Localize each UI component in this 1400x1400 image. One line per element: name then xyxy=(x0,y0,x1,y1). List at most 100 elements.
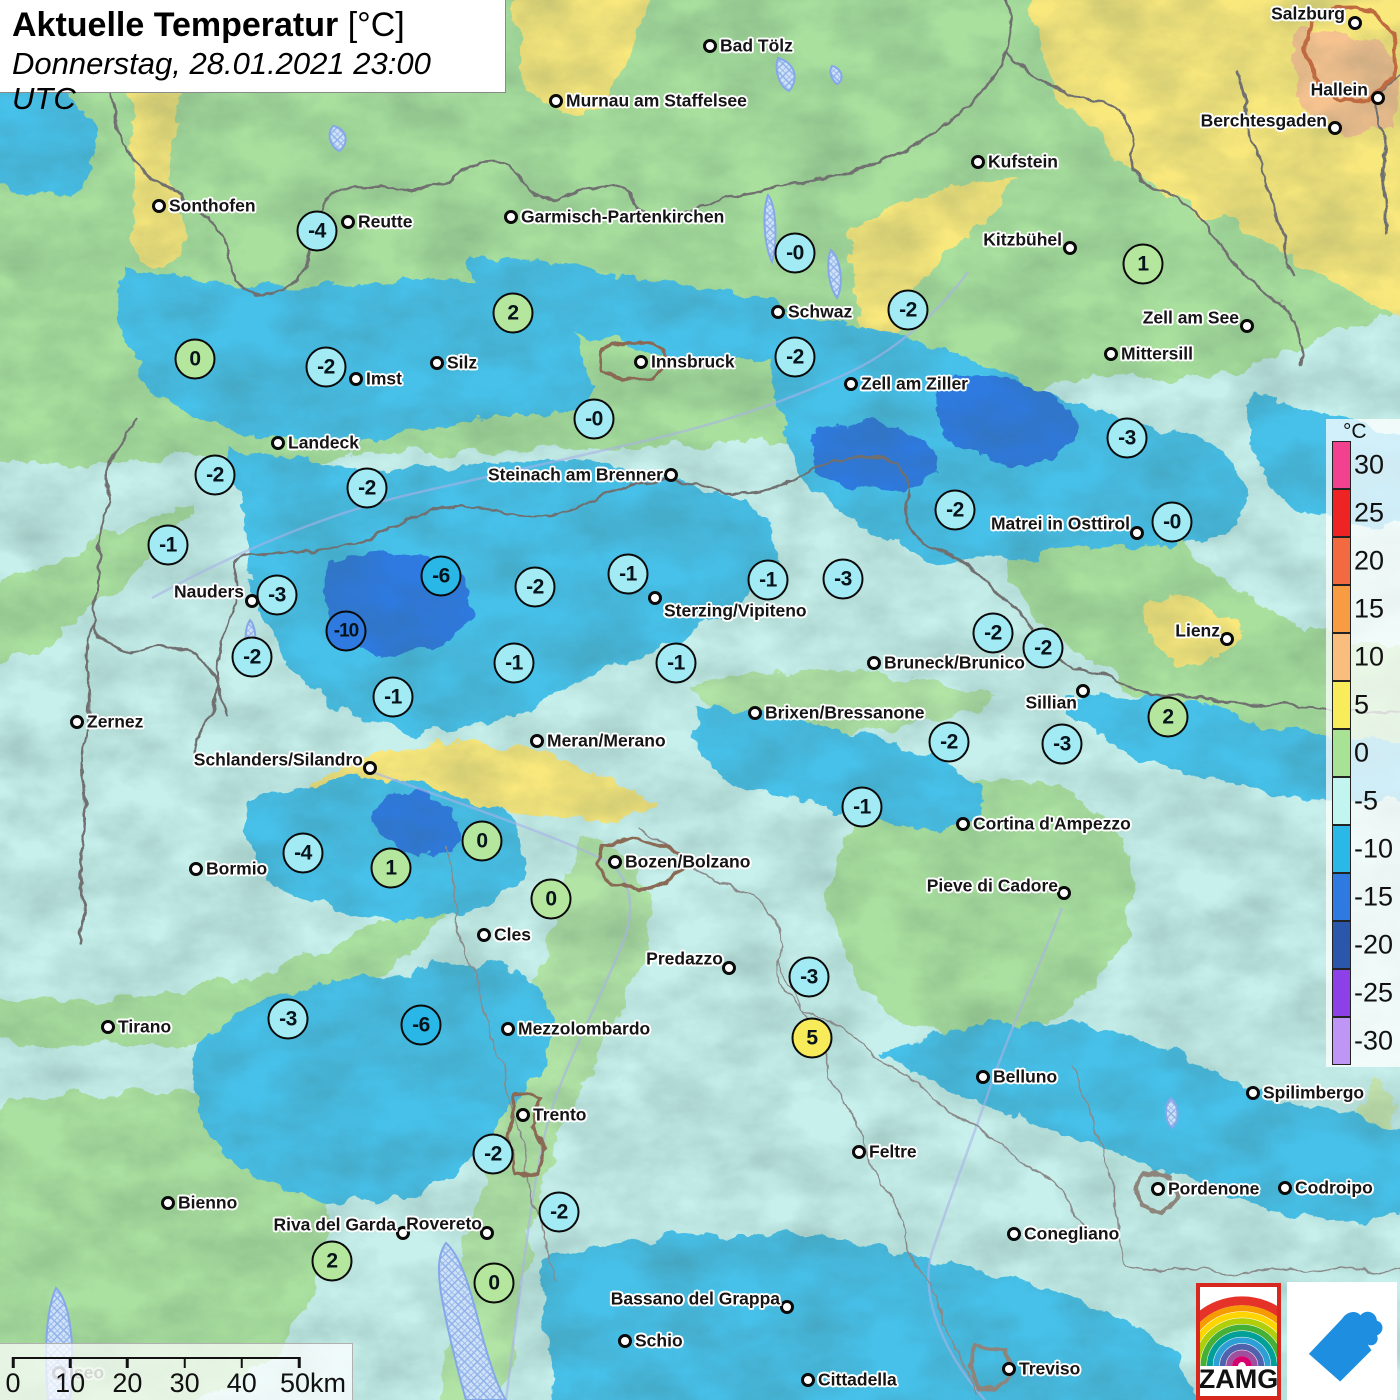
city-marker-matrei-in-osttirol xyxy=(1130,526,1144,540)
station-temp: 2 xyxy=(492,292,534,334)
legend-tick-20: 20 xyxy=(1354,545,1385,576)
city-marker-lienz xyxy=(1220,632,1234,646)
station-temp: -2 xyxy=(928,721,970,763)
city-label-belluno: Belluno xyxy=(993,1066,1058,1087)
city-label-bad-tölz: Bad Tölz xyxy=(720,35,793,56)
city-label-zernez: Zernez xyxy=(87,711,144,732)
station-temp: -2 xyxy=(1022,627,1064,669)
scalebar-tick-30 xyxy=(183,1357,186,1368)
city-label-rovereto: Rovereto xyxy=(406,1213,482,1234)
station-temp: 0 xyxy=(174,338,216,380)
city-label-schwaz: Schwaz xyxy=(788,301,853,322)
city-marker-hallein xyxy=(1371,91,1385,105)
city-marker-bozen-bolzano xyxy=(608,855,622,869)
city-marker-bormio xyxy=(189,862,203,876)
scalebar-tick-0 xyxy=(11,1357,15,1368)
station-temp: -3 xyxy=(256,574,298,616)
mountain-cloud-icon xyxy=(1308,1311,1383,1382)
weather-service-logo xyxy=(1287,1282,1397,1400)
zamg-rainbow-icon xyxy=(1200,1296,1277,1366)
city-marker-belluno xyxy=(976,1070,990,1084)
city-label-mittersill: Mittersill xyxy=(1121,343,1193,364)
city-marker-innsbruck xyxy=(634,355,648,369)
city-marker-zernez xyxy=(70,715,84,729)
legend-segment--5 xyxy=(1332,777,1351,825)
station-temp: -10 xyxy=(325,610,367,652)
city-marker-treviso xyxy=(1002,1362,1016,1376)
legend-unit-label: °C xyxy=(1343,420,1367,443)
city-marker-schwaz xyxy=(771,305,785,319)
legend-tick-5: 5 xyxy=(1354,689,1370,720)
city-label-berchtesgaden: Berchtesgaden xyxy=(1200,110,1327,131)
station-temp: -0 xyxy=(1151,501,1193,543)
station-temp: -3 xyxy=(788,956,830,998)
city-marker-mezzolombardo xyxy=(501,1022,515,1036)
legend-tick-0: 0 xyxy=(1354,737,1370,768)
city-label-kufstein: Kufstein xyxy=(988,151,1058,172)
station-temp: -0 xyxy=(774,232,816,274)
city-marker-spilimbergo xyxy=(1246,1086,1260,1100)
city-label-cortina-d-ampezzo: Cortina d'Ampezzo xyxy=(973,813,1131,834)
city-marker-rovereto xyxy=(480,1226,494,1240)
city-marker-garmisch-partenkirchen xyxy=(504,210,518,224)
city-label-riva-del-garda: Riva del Garda xyxy=(273,1214,396,1235)
scalebar-label-10: 10 xyxy=(55,1368,86,1398)
city-marker-landeck xyxy=(271,436,285,450)
legend-tick-25: 25 xyxy=(1354,497,1385,528)
city-boundaries xyxy=(506,3,1397,1392)
legend-tick-30: 30 xyxy=(1354,449,1385,480)
map-title-box: Aktuelle Temperatur [°C] Donnerstag, 28.… xyxy=(0,0,506,116)
station-temp: 1 xyxy=(1122,243,1164,285)
city-label-murnau-am-staffelsee: Murnau am Staffelsee xyxy=(566,90,747,111)
city-marker-reutte xyxy=(341,215,355,229)
city-label-bassano-del-grappa: Bassano del Grappa xyxy=(610,1288,780,1309)
station-temp: 5 xyxy=(791,1017,833,1059)
city-marker-salzburg xyxy=(1348,16,1362,30)
station-temp: -1 xyxy=(747,559,789,601)
city-marker-codroipo xyxy=(1278,1181,1292,1195)
scalebar-tick-20 xyxy=(126,1357,129,1368)
city-label-sillian: Sillian xyxy=(1025,692,1077,713)
station-temp: -1 xyxy=(655,642,697,684)
station-temp: -2 xyxy=(972,612,1014,654)
station-temp: -0 xyxy=(573,398,615,440)
station-temp: -2 xyxy=(472,1133,514,1175)
city-marker-silz xyxy=(430,356,444,370)
map-title-unit: [°C] xyxy=(338,6,405,44)
city-label-brixen-bressanone: Brixen/Bressanone xyxy=(765,702,925,723)
city-label-mezzolombardo: Mezzolombardo xyxy=(518,1018,651,1039)
legend-segment-10 xyxy=(1332,633,1351,681)
legend-tick-10: 10 xyxy=(1354,641,1385,672)
national-borders xyxy=(78,0,1400,946)
legend-tick--10: -10 xyxy=(1354,833,1394,864)
station-temp: -1 xyxy=(372,676,414,718)
city-label-zell-am-ziller: Zell am Ziller xyxy=(861,373,968,394)
city-label-silz: Silz xyxy=(447,352,478,373)
city-marker-tirano xyxy=(101,1020,115,1034)
city-label-trento: Trento xyxy=(533,1104,587,1125)
city-label-landeck: Landeck xyxy=(288,432,359,453)
scalebar-label-30: 30 xyxy=(169,1368,200,1398)
city-label-pordenone: Pordenone xyxy=(1168,1178,1260,1199)
city-marker-cles xyxy=(477,928,491,942)
city-label-kitzbühel: Kitzbühel xyxy=(983,229,1062,250)
scalebar-label-0: 0 xyxy=(5,1368,21,1398)
station-temp: -1 xyxy=(841,786,883,828)
station-temp: -2 xyxy=(305,346,347,388)
scalebar-tick-10 xyxy=(68,1357,72,1368)
city-marker-zell-am-see xyxy=(1240,319,1254,333)
station-temp: -2 xyxy=(231,636,273,678)
map-title: Aktuelle Temperatur [°C] xyxy=(12,5,493,46)
station-temp: -2 xyxy=(887,289,929,331)
legend-tick--30: -30 xyxy=(1354,1025,1394,1056)
city-marker-kufstein xyxy=(971,155,985,169)
city-label-sonthofen: Sonthofen xyxy=(169,195,256,216)
city-label-salzburg: Salzburg xyxy=(1271,3,1345,24)
station-temp: -4 xyxy=(282,832,324,874)
city-label-matrei-in-osttirol: Matrei in Osttirol xyxy=(990,513,1130,534)
city-label-bozen-bolzano: Bozen/Bolzano xyxy=(625,851,751,872)
city-marker-predazzo xyxy=(722,961,736,975)
legend-segment-25 xyxy=(1332,489,1351,537)
station-temp: 0 xyxy=(461,820,503,862)
